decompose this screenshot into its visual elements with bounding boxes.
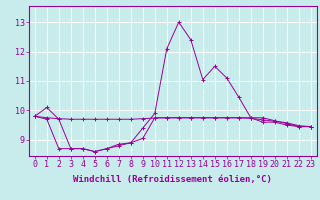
X-axis label: Windchill (Refroidissement éolien,°C): Windchill (Refroidissement éolien,°C) bbox=[73, 175, 272, 184]
